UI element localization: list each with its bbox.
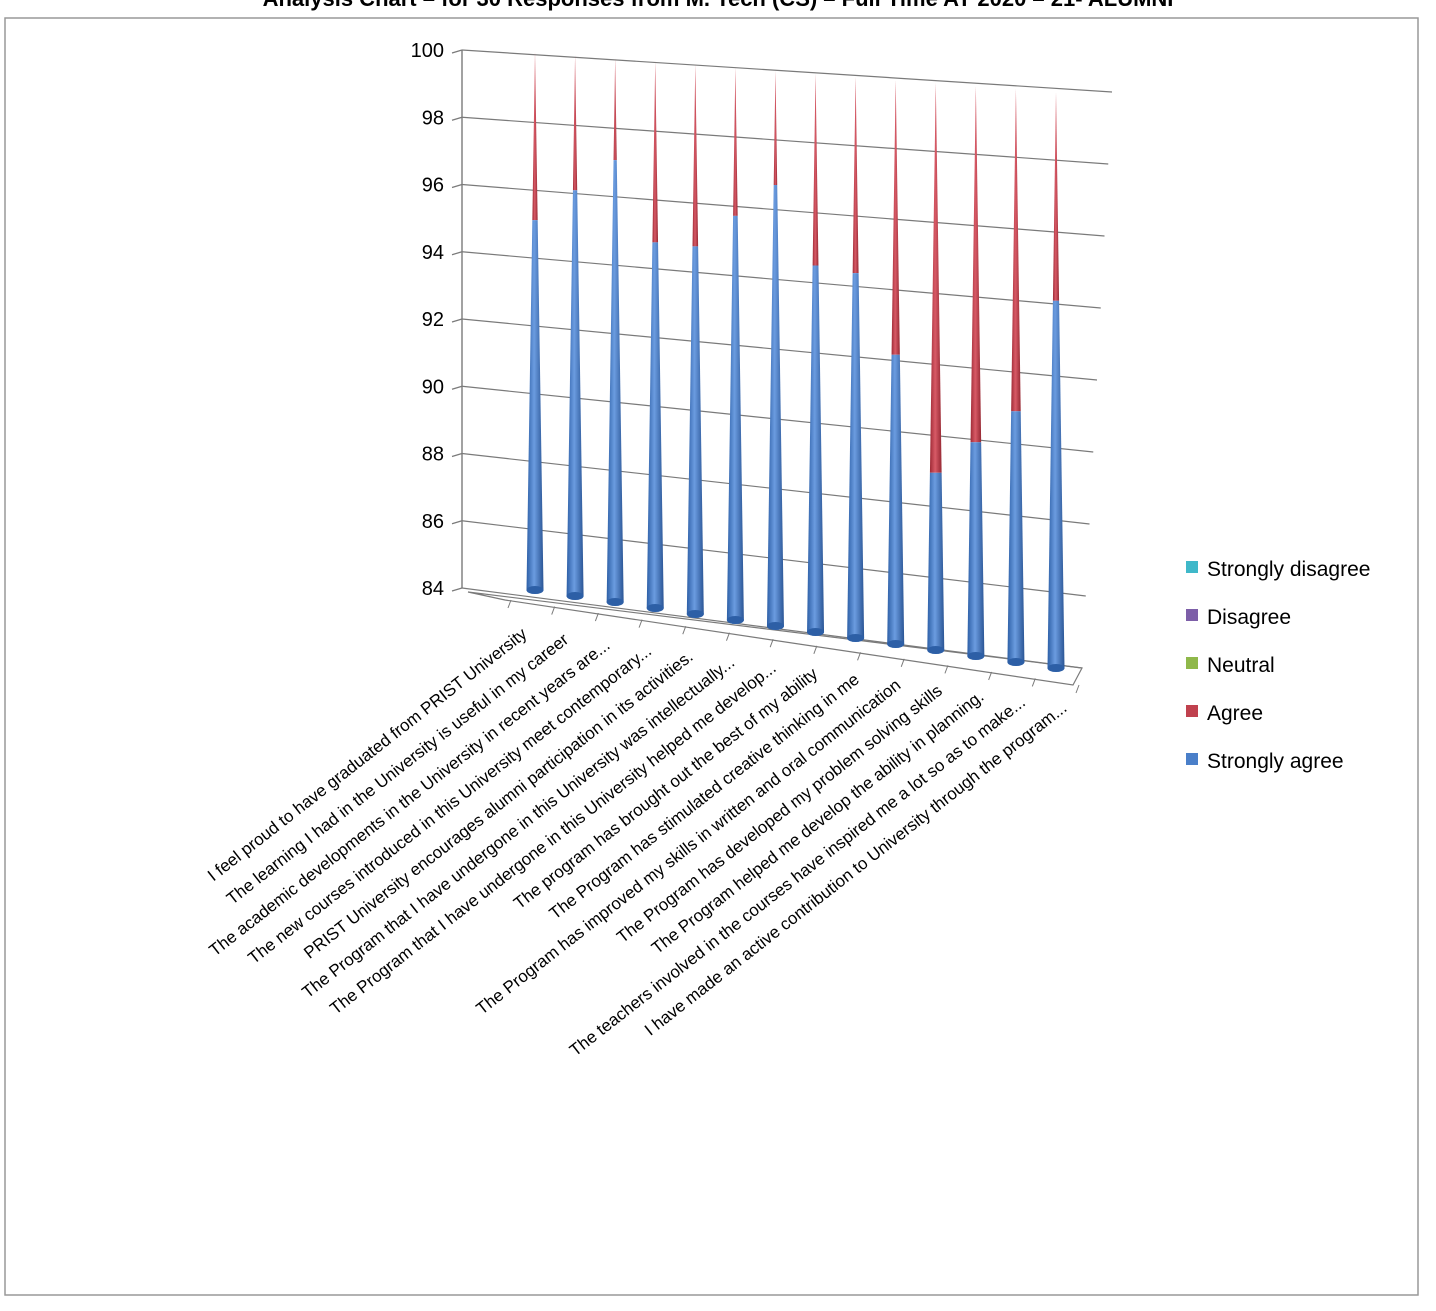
bar-strongly-agree: [1047, 300, 1065, 672]
y-tick-mark: [451, 520, 463, 525]
bar-strongly-agree: [726, 215, 744, 624]
bar-base: [887, 640, 905, 648]
bar-strongly-agree: [766, 185, 784, 630]
legend-label: Neutral: [1207, 654, 1275, 677]
legend: Strongly disagree Disagree Neutral Agree Str…: [1186, 558, 1370, 773]
gridline: [461, 116, 1109, 165]
bar-base: [807, 628, 825, 636]
x-tick-mark: [682, 625, 687, 635]
y-tick-label: 94: [422, 242, 444, 264]
bar-agree: [929, 82, 942, 473]
bar-agree: [613, 58, 617, 161]
bar-base: [766, 622, 784, 630]
legend-swatch: [1186, 657, 1198, 669]
bar-base: [726, 616, 744, 624]
x-tick-mark: [638, 619, 643, 628]
legend-label: Disagree: [1207, 606, 1291, 629]
y-tick-labels: 100 98 96 94 92 90 88 86 84: [411, 40, 444, 600]
gridline: [461, 183, 1105, 237]
y-tick-label: 88: [422, 444, 444, 466]
bar-strongly-agree: [566, 190, 584, 601]
bar-agree: [812, 73, 819, 266]
bar-strongly-agree: [807, 265, 825, 636]
bar-agree: [652, 61, 659, 243]
bar-strongly-agree: [887, 354, 905, 648]
y-tick-label: 100: [411, 40, 444, 62]
x-tick-mark: [900, 658, 905, 668]
y-tick-label: 92: [422, 309, 444, 331]
category-labels: I feel proud to have graduated from PRIS…: [204, 624, 1070, 1060]
legend-swatch: [1186, 561, 1198, 573]
bar-strongly-agree: [927, 472, 945, 654]
x-tick-mark: [769, 639, 774, 648]
bar-base: [967, 652, 985, 660]
bar-agree: [1011, 88, 1021, 412]
bar-base: [646, 604, 664, 612]
legend-swatch: [1186, 753, 1198, 765]
y-tick-label: 98: [422, 107, 444, 129]
x-tick-mark: [1075, 684, 1080, 694]
y-tick-mark: [451, 318, 463, 323]
bar-strongly-agree: [686, 246, 704, 619]
x-tick-mark: [507, 599, 512, 609]
chart-floor: [467, 591, 1083, 686]
bars-layer: [526, 52, 1065, 672]
bar-strongly-agree: [1007, 411, 1025, 666]
bar-base: [526, 586, 544, 594]
x-tick-mark: [944, 665, 949, 674]
axis-layer: [451, 49, 1083, 694]
bar-agree: [852, 76, 859, 274]
y-tick-label: 96: [422, 175, 444, 197]
legend-swatch: [1186, 705, 1198, 717]
bar-base: [847, 634, 865, 642]
legend-label: Agree: [1207, 702, 1263, 725]
bar-strongly-agree: [526, 220, 544, 594]
x-tick-mark: [1031, 678, 1036, 687]
y-tick-mark: [451, 385, 463, 390]
y-tick-label: 86: [422, 511, 444, 533]
bar-base: [566, 592, 584, 600]
x-tick-mark: [594, 612, 599, 622]
x-tick-mark: [813, 645, 818, 654]
bar-base: [606, 598, 624, 606]
x-tick-mark: [857, 652, 862, 661]
bar-agree: [733, 67, 738, 216]
bar-agree: [572, 55, 578, 191]
bar-base: [927, 646, 945, 654]
y-tick-label: 84: [422, 578, 444, 600]
y-tick-mark: [451, 183, 463, 189]
bar-agree: [692, 64, 699, 247]
y-tick-mark: [451, 49, 463, 54]
gridline: [461, 251, 1101, 309]
bar-strongly-agree: [967, 442, 985, 660]
bar-agree: [1052, 92, 1060, 301]
x-tick-mark: [551, 606, 556, 615]
bar-agree: [891, 79, 900, 355]
y-tick-mark: [451, 251, 463, 256]
x-tick-mark: [988, 671, 993, 681]
bar-strongly-agree: [646, 242, 664, 612]
gridline: [461, 49, 1113, 93]
x-tick-mark: [725, 632, 730, 641]
legend-swatch: [1186, 609, 1198, 621]
legend-label: Strongly agree: [1207, 750, 1344, 773]
y-tick-mark: [451, 587, 463, 592]
bar-agree: [970, 85, 982, 443]
legend-label: Strongly disagree: [1207, 558, 1370, 581]
y-tick-mark: [451, 116, 463, 121]
bar-base: [686, 610, 704, 618]
bar-base: [1007, 658, 1025, 666]
bar-agree: [532, 52, 538, 221]
chart-border: [4, 17, 1419, 1296]
y-tick-label: 90: [422, 376, 444, 398]
bar-strongly-agree: [606, 160, 624, 606]
y-tick-mark: [451, 452, 463, 458]
bar-agree: [773, 70, 778, 186]
chart-title: Analysis Chart – for 30 Responses from M…: [0, 0, 1436, 12]
bar-base: [1047, 664, 1065, 672]
bar-strongly-agree: [847, 273, 865, 642]
